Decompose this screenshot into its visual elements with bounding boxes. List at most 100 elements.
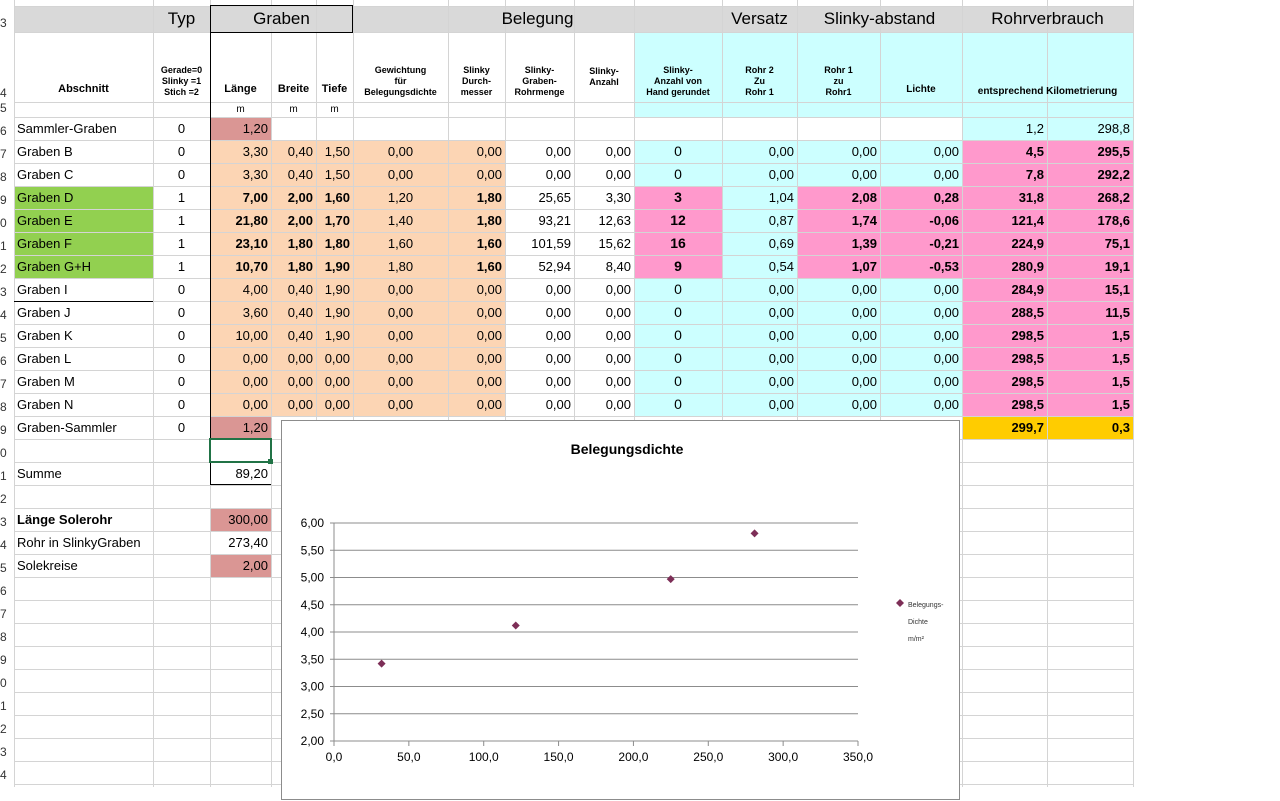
cell-k1[interactable]: 298,5 bbox=[1011, 351, 1044, 366]
cell-typ[interactable]: 1 bbox=[177, 259, 186, 274]
cell-hand[interactable] bbox=[634, 117, 722, 140]
cell-laenge[interactable]: 23,10 bbox=[235, 236, 268, 251]
header-abschnitt[interactable]: Abschnitt bbox=[58, 83, 109, 95]
cell-tiefe[interactable]: 1,90 bbox=[324, 328, 350, 343]
cell-hand[interactable]: 16 bbox=[670, 235, 686, 251]
cell-gew[interactable]: 0,00 bbox=[387, 282, 414, 297]
cell-lichte[interactable]: 0,00 bbox=[933, 351, 959, 366]
cell-r2[interactable]: 0,00 bbox=[768, 167, 794, 182]
row-number[interactable]: 4 bbox=[0, 308, 7, 322]
solerohr-value[interactable]: 300,00 bbox=[228, 512, 268, 527]
cell-lichte[interactable]: 0,00 bbox=[933, 397, 959, 412]
cell-hand[interactable]: 0 bbox=[674, 327, 682, 343]
cell-lichte[interactable]: 0,00 bbox=[933, 282, 959, 297]
cell-typ[interactable]: 0 bbox=[177, 374, 186, 389]
header-anzahl[interactable]: Slinky-Anzahl bbox=[574, 32, 634, 102]
cell-k2[interactable]: 178,6 bbox=[1097, 213, 1130, 228]
row-number[interactable]: 0 bbox=[0, 446, 7, 460]
cell-dm[interactable]: 0,00 bbox=[476, 351, 502, 366]
cell-k1[interactable]: 280,9 bbox=[1011, 259, 1044, 274]
row-number[interactable]: 3 bbox=[0, 285, 7, 299]
cell-breite[interactable]: 2,00 bbox=[287, 213, 313, 228]
row-number[interactable]: 7 bbox=[0, 377, 7, 391]
group-header-1[interactable]: Graben bbox=[253, 9, 310, 28]
cell-dm[interactable]: 0,00 bbox=[476, 144, 502, 159]
cell-typ[interactable]: 1 bbox=[177, 190, 186, 205]
cell-dm[interactable]: 1,80 bbox=[476, 190, 502, 205]
cell-gew[interactable]: 1,20 bbox=[387, 190, 414, 205]
cell-r2[interactable]: 0,87 bbox=[768, 213, 794, 228]
cell-breite[interactable]: 1,80 bbox=[287, 236, 313, 251]
cell-k2[interactable]: 295,5 bbox=[1097, 144, 1130, 159]
header-laenge[interactable]: Länge bbox=[224, 83, 257, 95]
cell-anz[interactable]: 0,00 bbox=[605, 328, 631, 343]
cell-hand[interactable]: 0 bbox=[674, 396, 682, 412]
cell-k2[interactable]: 15,1 bbox=[1104, 282, 1130, 297]
cell-anz[interactable]: 0,00 bbox=[605, 167, 631, 182]
cell-breite[interactable]: 0,40 bbox=[287, 282, 313, 297]
cell-r2[interactable]: 0,00 bbox=[768, 374, 794, 389]
cell-dm[interactable]: 0,00 bbox=[476, 167, 502, 182]
cell-dm[interactable]: 1,80 bbox=[476, 213, 502, 228]
cell-rm[interactable]: 0,00 bbox=[545, 351, 571, 366]
header-hand[interactable]: Slinky- Anzahl von Hand gerundet bbox=[634, 65, 722, 102]
cell-name[interactable]: Graben L bbox=[17, 351, 72, 366]
cell-hand[interactable]: 0 bbox=[674, 166, 682, 182]
cell-k2[interactable]: 75,1 bbox=[1104, 236, 1130, 251]
cell-name[interactable]: Graben E bbox=[17, 213, 73, 228]
cell-k1[interactable]: 298,5 bbox=[1011, 328, 1044, 343]
cell-name[interactable]: Graben F bbox=[17, 236, 72, 251]
cell-rm[interactable]: 0,00 bbox=[545, 305, 571, 320]
cell-dm[interactable]: 0,00 bbox=[476, 374, 502, 389]
cell-lichte[interactable]: 0,28 bbox=[933, 190, 959, 205]
cell-anz[interactable]: 0,00 bbox=[605, 351, 631, 366]
cell-gew[interactable]: 1,80 bbox=[387, 259, 414, 274]
cell-rm[interactable]: 0,00 bbox=[545, 374, 571, 389]
cell-dm[interactable]: 0,00 bbox=[476, 305, 502, 320]
row-number[interactable]: 0 bbox=[0, 216, 7, 230]
unit-m[interactable]: m bbox=[289, 104, 298, 115]
cell-laenge[interactable]: 1,20 bbox=[242, 121, 268, 136]
cell-r1[interactable]: 0,00 bbox=[851, 305, 877, 320]
cell-k2[interactable]: 292,2 bbox=[1097, 167, 1130, 182]
fill-handle[interactable] bbox=[268, 459, 273, 464]
cell-name[interactable]: Graben B bbox=[17, 144, 73, 159]
group-header-0[interactable]: Typ bbox=[167, 9, 196, 28]
cell-tiefe[interactable]: 1,50 bbox=[324, 144, 350, 159]
header-durchmesser[interactable]: Slinky Durch-messer bbox=[448, 65, 505, 102]
cell-name[interactable]: Graben D bbox=[17, 190, 74, 205]
cell-tiefe[interactable]: 1,90 bbox=[324, 282, 350, 297]
cell-anz[interactable] bbox=[574, 117, 634, 140]
cell-laenge[interactable]: 10,00 bbox=[235, 328, 268, 343]
cell-typ[interactable]: 1 bbox=[177, 236, 186, 251]
cell-r1[interactable]: 0,00 bbox=[851, 374, 877, 389]
header-rohrmenge[interactable]: Slinky- Graben- Rohrmenge bbox=[505, 65, 574, 102]
cell-typ[interactable]: 0 bbox=[177, 282, 186, 297]
cell-r1[interactable]: 0,00 bbox=[851, 167, 877, 182]
cell-typ[interactable]: 1 bbox=[177, 213, 186, 228]
cell-rm[interactable]: 0,00 bbox=[545, 328, 571, 343]
cell-name[interactable]: Graben G+H bbox=[17, 259, 92, 274]
cell-anz[interactable]: 0,00 bbox=[605, 282, 631, 297]
cell-laenge[interactable]: 3,30 bbox=[242, 144, 268, 159]
cell-k1[interactable]: 299,7 bbox=[1011, 420, 1044, 435]
cell-dm[interactable]: 0,00 bbox=[476, 397, 502, 412]
cell-name[interactable]: Sammler-Graben bbox=[17, 121, 117, 136]
cell-tiefe[interactable]: 1,60 bbox=[324, 190, 350, 205]
cell-rm[interactable]: 25,65 bbox=[538, 190, 571, 205]
cell-typ[interactable]: 0 bbox=[177, 397, 186, 412]
header-lichte[interactable]: Lichte bbox=[906, 84, 936, 95]
header-rohr2[interactable]: Rohr 2 Zu Rohr 1 bbox=[722, 65, 797, 102]
cell-breite[interactable]: 0,40 bbox=[287, 144, 313, 159]
cell-rm[interactable]: 101,59 bbox=[531, 236, 571, 251]
row-number[interactable]: 5 bbox=[0, 331, 7, 345]
group-header-2[interactable]: Belegung bbox=[501, 9, 574, 28]
cell-r1[interactable]: 0,00 bbox=[851, 351, 877, 366]
cell-name[interactable]: Graben N bbox=[17, 397, 74, 412]
cell-breite[interactable]: 0,40 bbox=[287, 167, 313, 182]
cell-lichte[interactable]: 0,00 bbox=[933, 144, 959, 159]
cell-hand[interactable]: 9 bbox=[674, 258, 682, 274]
cell-rm[interactable] bbox=[505, 117, 574, 140]
cell-laenge[interactable]: 0,00 bbox=[242, 397, 268, 412]
cell-anz[interactable]: 15,62 bbox=[598, 236, 631, 251]
